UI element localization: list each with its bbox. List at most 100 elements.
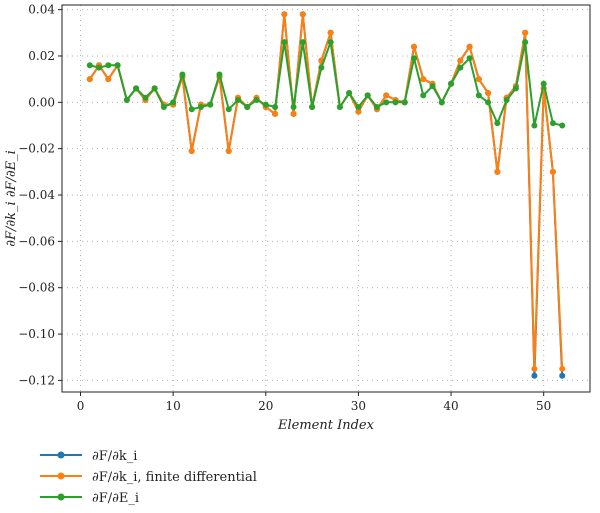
legend-label: ∂F/∂k_i <box>92 449 137 464</box>
data-point <box>299 39 306 46</box>
series-3 <box>86 39 566 129</box>
data-point <box>531 122 538 129</box>
y-tick-label: −0.04 <box>18 188 55 202</box>
data-point <box>438 99 445 106</box>
data-point <box>494 120 501 127</box>
legend-item: ∂F/∂k_i, finite differential <box>40 470 257 485</box>
data-point <box>318 64 325 71</box>
grid <box>62 5 590 392</box>
data-point <box>355 103 362 110</box>
data-point <box>411 55 417 62</box>
data-point <box>244 103 251 110</box>
legend-label: ∂F/∂k_i, finite differential <box>92 470 257 485</box>
data-point <box>142 94 149 101</box>
x-axis-label: Element Index <box>277 418 375 433</box>
y-tick-label: −0.10 <box>18 327 55 341</box>
legend-swatch-marker <box>57 451 65 459</box>
data-point <box>272 110 279 117</box>
y-tick-label: −0.12 <box>18 373 55 387</box>
data-point <box>559 372 566 379</box>
data-point <box>105 76 112 83</box>
x-tick-label: 10 <box>166 399 181 413</box>
data-point <box>549 120 556 127</box>
legend-label: ∂F/∂E_i <box>92 491 139 506</box>
series-line <box>88 13 564 370</box>
data-point <box>272 103 279 110</box>
data-point <box>86 62 93 69</box>
data-point <box>86 76 93 83</box>
data-point <box>549 168 556 175</box>
data-point <box>457 64 464 71</box>
data-point <box>327 39 334 46</box>
data-point <box>559 365 566 372</box>
plot-frame <box>61 4 591 393</box>
data-point <box>466 43 473 50</box>
data-point <box>105 62 112 69</box>
data-point <box>336 103 343 110</box>
data-point <box>466 55 473 62</box>
data-point <box>207 101 214 108</box>
y-tick-label: 0.04 <box>28 3 55 17</box>
y-tick-label: 0.00 <box>28 95 55 109</box>
data-point <box>216 71 223 78</box>
series-line <box>88 13 564 377</box>
data-point <box>383 92 390 99</box>
data-point <box>197 103 204 110</box>
data-point <box>373 103 380 110</box>
data-point <box>364 92 371 99</box>
data-point <box>503 97 510 104</box>
data-point <box>151 85 158 92</box>
series-1 <box>86 11 566 379</box>
data-point <box>522 29 529 36</box>
series-layer <box>86 11 566 379</box>
data-point <box>133 85 140 92</box>
data-point <box>96 64 103 71</box>
y-axis-label: ∂F/∂k_i ∂F/∂E_i <box>4 150 19 247</box>
data-point <box>225 147 232 154</box>
data-point <box>235 97 241 104</box>
legend: ∂F/∂k_i ∂F/∂k_i, finite differential ∂F/∂E… <box>40 449 257 506</box>
data-point <box>114 62 121 69</box>
data-point <box>401 99 408 106</box>
data-point <box>512 85 519 92</box>
data-point <box>494 168 501 175</box>
data-point <box>160 103 167 110</box>
data-point <box>522 39 529 46</box>
legend-item: ∂F/∂E_i <box>40 491 139 506</box>
x-tick-label: 20 <box>258 399 273 413</box>
y-tick-label: 0.02 <box>28 49 55 63</box>
data-point <box>281 39 288 46</box>
data-point <box>448 80 455 87</box>
data-point <box>411 43 417 50</box>
data-point <box>309 103 316 110</box>
data-point <box>188 106 195 113</box>
data-point <box>559 122 566 129</box>
data-point <box>225 106 232 113</box>
ticks: 0 10 20 30 40 50 0.04 0.02 0.00 −0.02 −0.04 −0.06 −0… <box>18 3 551 413</box>
data-point <box>392 99 399 106</box>
data-point <box>540 80 547 87</box>
series-2 <box>86 11 566 372</box>
data-point <box>485 90 492 97</box>
data-point <box>299 11 306 18</box>
data-point <box>485 99 492 106</box>
data-point <box>475 76 482 83</box>
data-point <box>327 29 334 36</box>
x-tick-label: 0 <box>77 399 85 413</box>
y-tick-label: −0.06 <box>18 234 55 248</box>
data-point <box>290 103 297 110</box>
data-point <box>420 92 427 99</box>
data-point <box>429 83 436 90</box>
data-point <box>253 97 260 104</box>
y-tick-label: −0.08 <box>18 281 55 295</box>
data-point <box>188 147 195 154</box>
data-point <box>170 99 177 106</box>
data-point <box>179 71 186 78</box>
data-point <box>531 365 538 372</box>
y-tick-label: −0.02 <box>18 142 55 156</box>
data-point <box>346 90 353 97</box>
series-line <box>89 41 563 127</box>
legend-swatch-marker <box>57 472 65 480</box>
x-tick-label: 40 <box>443 399 458 413</box>
